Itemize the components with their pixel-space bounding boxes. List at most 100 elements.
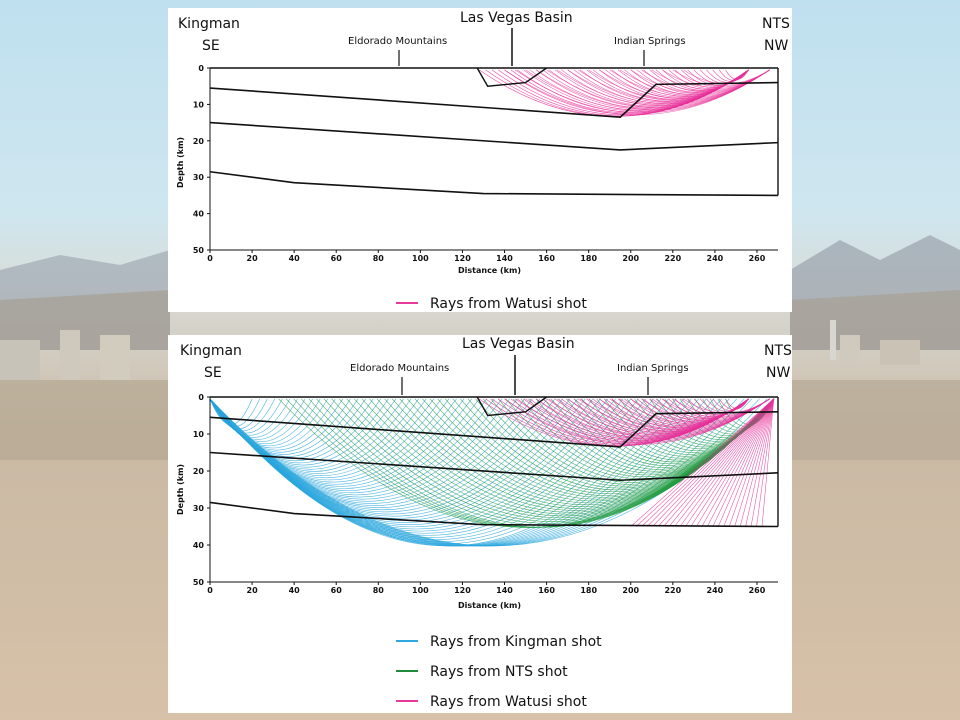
corner-right-line1: NTS bbox=[764, 343, 792, 359]
layer-boundary-1 bbox=[209, 411, 779, 448]
ray-path bbox=[725, 69, 749, 80]
legend-nts-label: Rays from NTS shot bbox=[430, 664, 568, 680]
y-tick-label: 40 bbox=[193, 210, 205, 219]
ray-path bbox=[717, 398, 775, 527]
legend-watusi-label: Rays from Watusi shot bbox=[430, 296, 587, 312]
y-tick-label: 30 bbox=[193, 173, 205, 182]
legend-kingman-label: Rays from Kingman shot bbox=[430, 634, 602, 650]
x-tick-label: 20 bbox=[247, 586, 259, 595]
x-tick-label: 80 bbox=[373, 254, 385, 263]
x-tick-label: 100 bbox=[412, 586, 429, 595]
x-tick-label: 120 bbox=[454, 254, 471, 263]
x-tick-label: 60 bbox=[331, 254, 343, 263]
ray-path bbox=[652, 398, 775, 527]
x-tick-label: 220 bbox=[664, 254, 681, 263]
layer-boundary-2 bbox=[209, 121, 779, 151]
x-tick-label: 40 bbox=[289, 254, 301, 263]
y-tick-label: 0 bbox=[198, 393, 204, 402]
ray-path bbox=[668, 398, 775, 527]
ray-path bbox=[750, 398, 775, 527]
x-tick-label: 200 bbox=[622, 586, 639, 595]
ray-path bbox=[679, 398, 775, 527]
ray-path bbox=[696, 398, 775, 527]
ray-path bbox=[646, 398, 775, 527]
x-tick-label: 80 bbox=[373, 586, 385, 595]
y-axis-title: Depth (km) bbox=[176, 137, 185, 188]
ray-paths bbox=[209, 398, 775, 547]
ray-path bbox=[723, 398, 775, 527]
ray-path bbox=[712, 398, 775, 527]
ray-path bbox=[685, 398, 775, 527]
x-tick-label: 60 bbox=[331, 586, 343, 595]
legend-watusi-label: Rays from Watusi shot bbox=[430, 694, 587, 710]
y-tick-label: 50 bbox=[193, 246, 205, 255]
background-city bbox=[0, 320, 960, 460]
ray-path bbox=[630, 398, 774, 527]
ray-path bbox=[718, 69, 749, 81]
x-tick-label: 20 bbox=[247, 254, 259, 263]
layer-boundary-3 bbox=[209, 170, 779, 197]
ray-path bbox=[674, 398, 775, 527]
x-tick-label: 0 bbox=[207, 254, 213, 263]
x-tick-label: 200 bbox=[622, 254, 639, 263]
basin-outline bbox=[476, 396, 547, 417]
x-axis-title: Distance (km) bbox=[458, 601, 521, 610]
x-tick-label: 120 bbox=[454, 586, 471, 595]
ray-path bbox=[761, 398, 775, 527]
x-tick-label: 180 bbox=[580, 254, 597, 263]
ray-path bbox=[701, 398, 775, 527]
ray-path bbox=[657, 398, 775, 527]
eldorado-label: Eldorado Mountains bbox=[348, 36, 447, 47]
bottom-ray-diagram: Kingman SE NTS NW Las Vegas Basin Eldora… bbox=[176, 336, 792, 710]
basin-outline bbox=[476, 67, 547, 87]
x-tick-label: 40 bbox=[289, 586, 301, 595]
ray-path bbox=[707, 398, 775, 527]
ray-path bbox=[739, 398, 775, 527]
corner-right-line2: NW bbox=[766, 365, 790, 381]
corner-left-line1: Kingman bbox=[178, 16, 240, 32]
top-ray-diagram: Kingman SE NTS NW Las Vegas Basin Eldora… bbox=[176, 10, 790, 312]
eldorado-label: Eldorado Mountains bbox=[350, 363, 449, 374]
x-tick-label: 260 bbox=[749, 586, 766, 595]
ray-paths bbox=[479, 69, 770, 117]
ray-path bbox=[712, 398, 749, 411]
corner-left-line1: Kingman bbox=[180, 343, 242, 359]
corner-right-line1: NTS bbox=[762, 16, 790, 32]
ray-path bbox=[663, 398, 775, 527]
x-tick-label: 140 bbox=[496, 254, 513, 263]
ray-path bbox=[728, 398, 775, 527]
x-tick-label: 160 bbox=[538, 254, 555, 263]
x-tick-label: 260 bbox=[749, 254, 766, 263]
x-axis-title: Distance (km) bbox=[458, 266, 521, 275]
indian-springs-label: Indian Springs bbox=[614, 36, 686, 47]
basin-label: Las Vegas Basin bbox=[462, 336, 575, 352]
corner-left-line2: SE bbox=[202, 38, 220, 54]
y-axis-title: Depth (km) bbox=[176, 464, 185, 515]
ray-path bbox=[745, 398, 775, 527]
y-tick-label: 10 bbox=[193, 430, 205, 439]
x-tick-label: 240 bbox=[707, 586, 724, 595]
y-tick-label: 20 bbox=[193, 137, 205, 146]
ray-path bbox=[734, 398, 775, 527]
x-tick-label: 0 bbox=[207, 586, 213, 595]
ray-path bbox=[725, 398, 749, 409]
y-tick-label: 30 bbox=[193, 504, 205, 513]
bottom-plot-area: 0 20 40 60 80 100 120 140 160 180 200 220 240 260 0 10 2… bbox=[193, 393, 779, 595]
top-ray-diagram-panel: Kingman SE NTS NW Las Vegas Basin Eldora… bbox=[168, 8, 792, 312]
y-tick-label: 50 bbox=[193, 578, 205, 587]
indian-springs-label: Indian Springs bbox=[617, 363, 689, 374]
x-tick-label: 160 bbox=[538, 586, 555, 595]
x-tick-label: 220 bbox=[664, 586, 681, 595]
ray-path bbox=[712, 69, 749, 82]
x-tick-label: 180 bbox=[580, 586, 597, 595]
layer-boundary-1 bbox=[209, 81, 779, 118]
ray-path bbox=[641, 398, 775, 527]
corner-left-line2: SE bbox=[204, 365, 222, 381]
ray-path bbox=[756, 398, 775, 527]
ray-path bbox=[718, 398, 749, 410]
y-tick-label: 20 bbox=[193, 467, 205, 476]
layer-boundary-2 bbox=[209, 451, 779, 482]
layer-boundary-3 bbox=[209, 501, 779, 528]
ray-path bbox=[636, 398, 774, 527]
corner-right-line2: NW bbox=[764, 38, 788, 54]
